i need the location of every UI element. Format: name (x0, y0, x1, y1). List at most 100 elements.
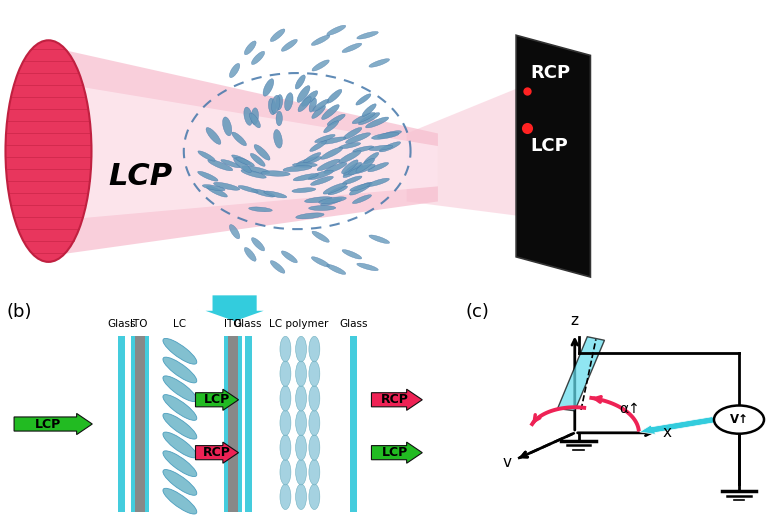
Ellipse shape (244, 41, 256, 55)
Ellipse shape (280, 410, 291, 436)
Circle shape (714, 405, 764, 433)
Ellipse shape (283, 166, 312, 171)
Ellipse shape (343, 128, 362, 139)
Ellipse shape (292, 163, 317, 167)
Ellipse shape (280, 336, 291, 362)
Ellipse shape (242, 166, 270, 173)
Ellipse shape (231, 155, 250, 165)
Ellipse shape (232, 132, 246, 146)
Ellipse shape (244, 107, 253, 126)
Ellipse shape (254, 145, 270, 160)
Ellipse shape (365, 117, 389, 128)
Ellipse shape (280, 435, 291, 461)
Ellipse shape (309, 484, 320, 510)
Ellipse shape (229, 225, 240, 239)
Ellipse shape (163, 376, 197, 402)
Ellipse shape (271, 29, 285, 42)
Text: RCP: RCP (203, 446, 231, 459)
Ellipse shape (324, 163, 347, 173)
Ellipse shape (296, 435, 307, 461)
Ellipse shape (349, 164, 375, 175)
Ellipse shape (206, 128, 221, 144)
Ellipse shape (208, 159, 233, 171)
Ellipse shape (319, 197, 346, 204)
Ellipse shape (271, 260, 285, 273)
Text: LC polymer: LC polymer (269, 319, 328, 329)
Ellipse shape (310, 176, 333, 185)
Ellipse shape (321, 105, 339, 119)
Bar (246, 336, 253, 512)
Text: Glass: Glass (107, 319, 135, 329)
Ellipse shape (298, 97, 311, 111)
Ellipse shape (276, 95, 282, 110)
Ellipse shape (321, 137, 346, 144)
Ellipse shape (280, 361, 291, 387)
Ellipse shape (282, 40, 297, 51)
Ellipse shape (358, 113, 380, 125)
Ellipse shape (163, 432, 197, 458)
Text: LCP: LCP (35, 417, 62, 430)
Ellipse shape (368, 163, 389, 172)
Ellipse shape (309, 98, 317, 112)
Text: ITO: ITO (131, 319, 148, 329)
Ellipse shape (346, 133, 371, 143)
Ellipse shape (303, 153, 321, 163)
Ellipse shape (234, 158, 251, 172)
Ellipse shape (324, 121, 339, 133)
Ellipse shape (327, 90, 342, 103)
Ellipse shape (343, 165, 363, 178)
FancyArrow shape (196, 389, 239, 411)
Ellipse shape (379, 142, 400, 152)
Ellipse shape (356, 158, 375, 172)
Ellipse shape (339, 143, 361, 148)
Ellipse shape (241, 170, 266, 178)
Ellipse shape (342, 160, 358, 173)
Ellipse shape (198, 151, 215, 161)
Bar (118, 336, 125, 512)
Bar (134, 336, 146, 512)
Ellipse shape (311, 35, 330, 45)
Ellipse shape (229, 64, 240, 78)
Ellipse shape (369, 59, 389, 67)
Bar (145, 336, 149, 512)
Ellipse shape (296, 75, 305, 89)
Text: α↑: α↑ (619, 402, 640, 416)
Bar (350, 336, 357, 512)
Ellipse shape (163, 413, 197, 439)
Text: RCP: RCP (530, 64, 570, 82)
Ellipse shape (353, 146, 374, 152)
Ellipse shape (297, 85, 310, 102)
Ellipse shape (313, 100, 328, 111)
Polygon shape (43, 45, 438, 257)
Ellipse shape (239, 185, 258, 193)
Ellipse shape (312, 105, 325, 118)
Ellipse shape (314, 134, 335, 143)
Ellipse shape (369, 145, 393, 151)
Ellipse shape (251, 108, 259, 125)
Ellipse shape (350, 183, 370, 191)
Ellipse shape (274, 130, 282, 148)
Ellipse shape (206, 186, 228, 197)
Ellipse shape (271, 95, 280, 114)
Ellipse shape (367, 178, 389, 187)
Ellipse shape (302, 91, 317, 106)
Ellipse shape (309, 386, 320, 411)
Ellipse shape (223, 117, 231, 136)
Ellipse shape (296, 484, 307, 510)
Ellipse shape (5, 40, 91, 262)
Ellipse shape (236, 157, 254, 166)
Ellipse shape (321, 147, 343, 159)
Ellipse shape (296, 157, 321, 166)
Ellipse shape (357, 31, 378, 39)
Text: (c): (c) (465, 303, 490, 321)
Ellipse shape (198, 171, 218, 181)
Ellipse shape (296, 336, 307, 362)
Ellipse shape (163, 469, 197, 495)
Ellipse shape (249, 207, 272, 212)
Polygon shape (558, 337, 604, 411)
Bar (227, 336, 239, 512)
Ellipse shape (350, 182, 372, 195)
Ellipse shape (163, 394, 197, 420)
Ellipse shape (203, 184, 225, 191)
Ellipse shape (378, 131, 401, 138)
